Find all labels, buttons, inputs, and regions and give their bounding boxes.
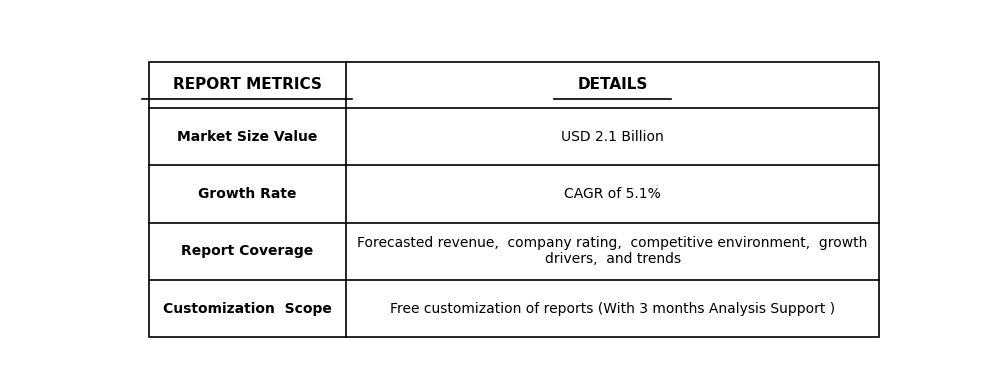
Text: Free customization of reports (With 3 months Analysis Support ): Free customization of reports (With 3 mo… [390, 301, 835, 315]
Text: Growth Rate: Growth Rate [197, 187, 297, 201]
Text: USD 2.1 Billion: USD 2.1 Billion [561, 130, 663, 144]
Text: Customization  Scope: Customization Scope [162, 301, 332, 315]
Text: Forecasted revenue,  company rating,  competitive environment,  growth
drivers, : Forecasted revenue, company rating, comp… [357, 236, 867, 266]
Text: DETAILS: DETAILS [577, 77, 647, 92]
Text: CAGR of 5.1%: CAGR of 5.1% [564, 187, 660, 201]
Text: Market Size Value: Market Size Value [177, 130, 318, 144]
Text: REPORT METRICS: REPORT METRICS [172, 77, 322, 92]
Text: Report Coverage: Report Coverage [181, 244, 314, 258]
